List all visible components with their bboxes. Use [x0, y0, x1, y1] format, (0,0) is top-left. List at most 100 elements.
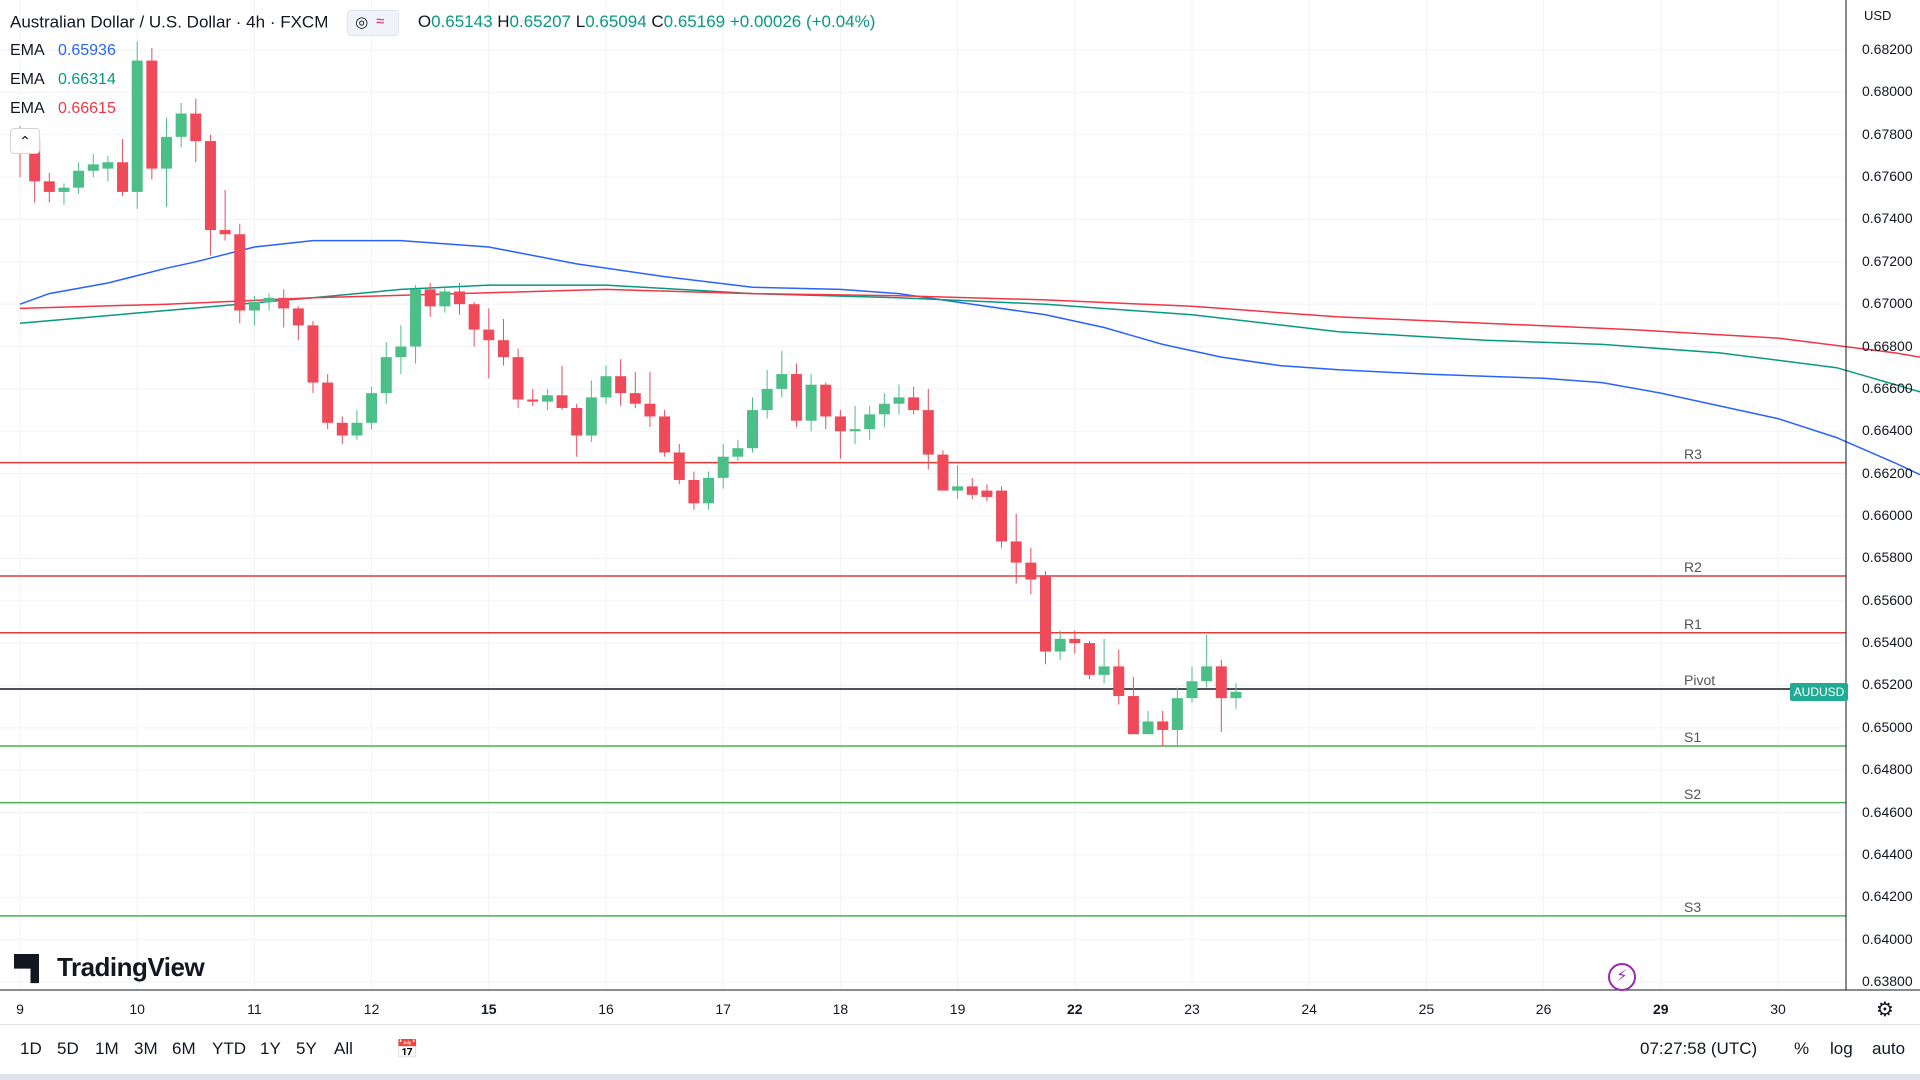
price-tick-label: 0.67600	[1862, 168, 1913, 185]
high-value: 0.65207	[509, 12, 571, 32]
candle-body	[908, 397, 920, 411]
price-tick-label: 0.65600	[1862, 591, 1913, 608]
candle-body	[1215, 666, 1227, 699]
candle-body	[571, 407, 583, 436]
open-value: 0.65143	[431, 12, 493, 32]
price-tick-label: 0.66200	[1862, 464, 1913, 481]
eye-icon[interactable]: ◎	[355, 14, 369, 31]
utc-clock[interactable]: 07:27:58 (UTC)	[1640, 1039, 1758, 1058]
candle-body	[1142, 721, 1154, 735]
candle-body	[1230, 691, 1242, 699]
pivot-label-s3: S3	[1684, 898, 1702, 915]
timeframe-1d[interactable]: 1D	[20, 1039, 42, 1058]
candle-body	[1083, 643, 1095, 675]
candle-body	[717, 456, 729, 478]
candle-body	[893, 397, 905, 404]
price-tick-label: 0.66600	[1862, 379, 1913, 396]
date-tick-label: 22	[1067, 1001, 1083, 1017]
chevron-up-icon: ⌃	[19, 133, 31, 149]
price-tick-label: 0.67000	[1862, 295, 1913, 312]
date-tick-label: 24	[1301, 1001, 1317, 1017]
percent-toggle[interactable]: %	[1794, 1039, 1810, 1058]
low-value: 0.65094	[585, 12, 647, 32]
candle-body	[878, 403, 890, 415]
candle-body	[1186, 681, 1198, 699]
chart-canvas[interactable]	[0, 0, 1920, 1024]
candle-body	[585, 397, 597, 436]
timeframe-1y[interactable]: 1Y	[260, 1039, 281, 1058]
ema-value: 0.66314	[58, 71, 116, 88]
candle-body	[454, 291, 465, 305]
date-tick-label: 19	[949, 1001, 966, 1017]
log-toggle[interactable]: log	[1830, 1039, 1853, 1058]
candle-body	[248, 302, 260, 311]
ema-legend-1[interactable]: EMA 0.65936	[10, 42, 116, 59]
candle-body	[1113, 666, 1125, 697]
price-tick-label: 0.65200	[1862, 676, 1913, 693]
date-tick-label: 17	[715, 1001, 731, 1017]
timeframe-1m[interactable]: 1M	[95, 1039, 119, 1058]
lightning-icon[interactable]: ⚡	[1608, 963, 1636, 991]
candle-body	[937, 454, 949, 491]
date-tick-label: 25	[1418, 1001, 1435, 1017]
candle-body	[497, 340, 509, 358]
candle-body	[703, 477, 715, 504]
ema-legend-3[interactable]: EMA 0.66615	[10, 100, 116, 117]
candle-body	[146, 60, 158, 169]
bottom-strip	[0, 1074, 1920, 1080]
candle-body	[29, 138, 41, 182]
candle-body	[1098, 666, 1110, 675]
symbol-title[interactable]: Australian Dollar / U.S. Dollar · 4h · F…	[10, 12, 329, 32]
candle-body	[512, 357, 524, 400]
date-tick-label: 30	[1770, 1001, 1786, 1017]
candle-body	[1054, 638, 1066, 652]
collapse-legend-button[interactable]: ⌃	[10, 128, 40, 154]
timeframe-5y[interactable]: 5Y	[296, 1039, 317, 1058]
candle-body	[1157, 721, 1169, 730]
date-range-icon[interactable]: 📅	[396, 1039, 419, 1059]
price-tick-label: 0.66800	[1862, 337, 1913, 354]
price-tick-label: 0.64600	[1862, 803, 1913, 820]
candle-body	[629, 393, 641, 404]
candle-body	[307, 325, 319, 383]
price-tick-label: 0.65800	[1862, 549, 1913, 566]
timeframe-all[interactable]: All	[334, 1039, 353, 1058]
candle-body	[761, 388, 773, 411]
timeframe-3m[interactable]: 3M	[134, 1039, 158, 1058]
price-tick-label: 0.67400	[1862, 210, 1913, 227]
date-tick-label: 11	[247, 1001, 262, 1017]
settings-gear-icon[interactable]: ⚙	[1876, 999, 1894, 1021]
tv-logo-icon: ▀▌	[14, 955, 48, 982]
candle-body	[1069, 638, 1081, 644]
candle-body	[849, 429, 861, 432]
ema-value: 0.66615	[58, 100, 116, 117]
timeframe-ytd[interactable]: YTD	[212, 1039, 246, 1058]
candle-body	[161, 136, 172, 169]
pivot-label-r1: R1	[1684, 615, 1702, 632]
candle-body	[73, 170, 85, 188]
timeframe-6m[interactable]: 6M	[172, 1039, 196, 1058]
current-price-tag: AUDUSD	[1790, 683, 1848, 701]
compare-icon[interactable]: ≈	[376, 13, 385, 30]
legend-tools[interactable]: ◎ ≈	[347, 10, 400, 36]
candle-body	[1127, 696, 1139, 735]
date-tick-label: 16	[598, 1001, 614, 1017]
candle-body	[615, 376, 627, 394]
ema-line-1	[19, 239, 1920, 476]
currency-label[interactable]: USD	[1864, 8, 1892, 23]
candle-body	[190, 113, 202, 142]
candle-body	[952, 486, 964, 491]
price-tick-label: 0.64200	[1862, 888, 1913, 905]
chart-legend: Australian Dollar / U.S. Dollar · 4h · F…	[10, 10, 875, 36]
ema-legend-2[interactable]: EMA 0.66314	[10, 71, 116, 88]
candle-body	[87, 164, 99, 171]
tradingview-logo[interactable]: ▀▌ TradingView	[14, 952, 205, 982]
candle-body	[336, 422, 348, 436]
candle-body	[380, 357, 392, 394]
auto-toggle[interactable]: auto	[1872, 1039, 1906, 1058]
date-tick-label: 15	[481, 1001, 497, 1017]
pivot-label-s2: S2	[1684, 785, 1702, 802]
candle-body	[1040, 575, 1051, 652]
candle-body	[747, 410, 758, 449]
timeframe-5d[interactable]: 5D	[57, 1039, 79, 1058]
